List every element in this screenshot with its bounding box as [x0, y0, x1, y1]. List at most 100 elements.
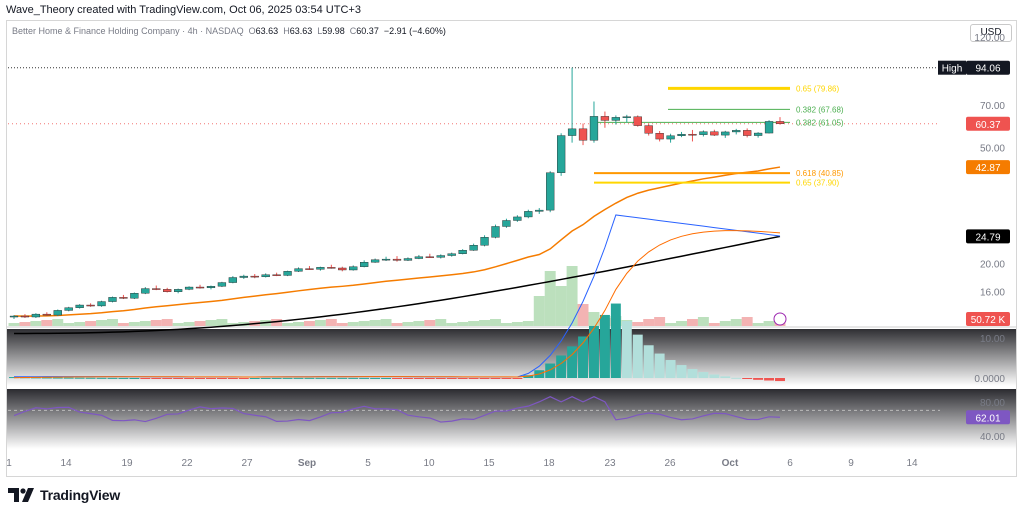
x-axis-tick: 19 — [121, 458, 133, 469]
volume-bar — [227, 323, 239, 326]
candle-body — [622, 116, 631, 118]
candle-body — [316, 267, 325, 270]
macd-histogram-bar — [742, 378, 753, 379]
volume-bar — [446, 323, 458, 326]
macd-histogram-bar — [184, 378, 195, 379]
volume-bar — [719, 321, 731, 326]
macd-histogram-bar — [293, 377, 304, 379]
macd-histogram-bar — [610, 303, 621, 378]
volume-bar — [325, 319, 337, 326]
fib-level-label: 0.618 (40.85) — [796, 169, 844, 178]
macd-histogram-bar — [227, 378, 238, 379]
tradingview-brand: TradingView — [8, 487, 120, 503]
macd-histogram-bar — [63, 377, 74, 379]
volume-bar — [161, 319, 173, 326]
volume-bar — [85, 321, 97, 326]
high-price-label: 94.06 — [975, 64, 1000, 75]
macd-histogram-bar — [249, 377, 260, 379]
rsi-value-label: 62.01 — [975, 413, 1000, 424]
price-axis-tick: 50.00 — [980, 144, 1005, 155]
symbol-legend: Better Home & Finance Holding Company · … — [12, 26, 446, 36]
macd-histogram-bar — [435, 378, 446, 379]
macd-histogram-bar — [359, 377, 370, 379]
volume-bar — [643, 319, 655, 326]
macd-axis-tick: 10.00 — [980, 334, 1005, 345]
volume-bar — [293, 322, 304, 326]
ema50-line — [13, 166, 781, 317]
volume-bar — [763, 321, 775, 326]
candle-body — [141, 288, 150, 294]
x-axis-tick: 23 — [604, 458, 616, 469]
candle-body — [743, 130, 752, 136]
macd-histogram-bar — [41, 377, 52, 379]
volume-bar — [271, 319, 283, 326]
x-axis-tick: 18 — [543, 458, 555, 469]
volume-bar — [8, 323, 20, 326]
candle-body — [305, 268, 314, 270]
macd-histogram-bar — [698, 372, 709, 378]
volume-bar — [424, 320, 436, 326]
volume-bar — [172, 323, 184, 326]
volume-bar — [117, 323, 129, 326]
candle-body — [633, 116, 642, 126]
ema200-value-badge — [966, 229, 1010, 244]
volume-bar — [665, 323, 677, 326]
open-value: 63.63 — [255, 26, 279, 36]
candle-body — [217, 282, 227, 287]
candle-body — [721, 131, 730, 136]
candle-body — [272, 274, 281, 276]
macd-histogram-bar — [479, 378, 490, 379]
candle-body — [458, 250, 467, 254]
macd-histogram-bar — [118, 377, 129, 379]
candle-body — [600, 116, 610, 121]
volume-bar — [490, 319, 501, 326]
candle-body — [349, 266, 358, 271]
last-price-badge — [966, 116, 1010, 131]
macd-histogram-bar — [687, 369, 698, 378]
candle-body — [360, 262, 369, 267]
macd-histogram-bar — [599, 314, 610, 378]
candle-body — [283, 271, 292, 276]
candle-body — [97, 301, 106, 307]
candle-body — [250, 275, 259, 278]
price-axis-tick: 16.00 — [980, 288, 1005, 299]
macd-histogram-bar — [589, 325, 599, 378]
price-axis-tick: 120.00 — [974, 33, 1005, 44]
volume-value-badge — [966, 312, 1010, 326]
macd-histogram-bar — [52, 377, 63, 379]
x-axis-tick: 6 — [787, 458, 793, 469]
candle-body — [64, 307, 73, 311]
volume-bar — [468, 321, 480, 326]
symbol-name: Better Home & Finance Holding Company · … — [12, 26, 244, 36]
candle-body — [546, 172, 555, 211]
open-label: O — [248, 26, 256, 36]
macd-histogram-bar — [129, 377, 140, 379]
volume-value-label: 50.72 K — [971, 315, 1006, 326]
volume-bar — [74, 322, 86, 326]
high-tag-label: High — [942, 64, 963, 75]
volume-bar — [183, 322, 195, 326]
rsi-line — [13, 396, 781, 423]
macd-histogram-bar — [720, 376, 731, 378]
rsi-axis-tick: 40.00 — [980, 432, 1005, 443]
volume-bar — [139, 321, 151, 326]
currency-button[interactable]: USD — [970, 24, 1012, 42]
candle-body — [764, 121, 774, 134]
volume-bar — [216, 319, 228, 326]
candle-body — [491, 226, 500, 238]
last-price-label: 60.37 — [975, 120, 1000, 131]
candle-body — [75, 304, 84, 308]
fib-level-label: 0.65 (79.86) — [796, 84, 839, 93]
volume-bar — [41, 320, 53, 326]
macd-histogram-bar — [195, 378, 205, 379]
volume-bar — [500, 323, 512, 326]
x-axis-tick: 26 — [664, 458, 676, 469]
macd-histogram-bar — [676, 365, 687, 378]
macd-histogram-bar — [709, 374, 720, 378]
candle-body — [174, 289, 183, 292]
volume-bar — [588, 312, 600, 326]
high-price-badge — [966, 60, 1010, 75]
volume-bar — [522, 321, 534, 326]
volume-bar — [282, 323, 294, 326]
